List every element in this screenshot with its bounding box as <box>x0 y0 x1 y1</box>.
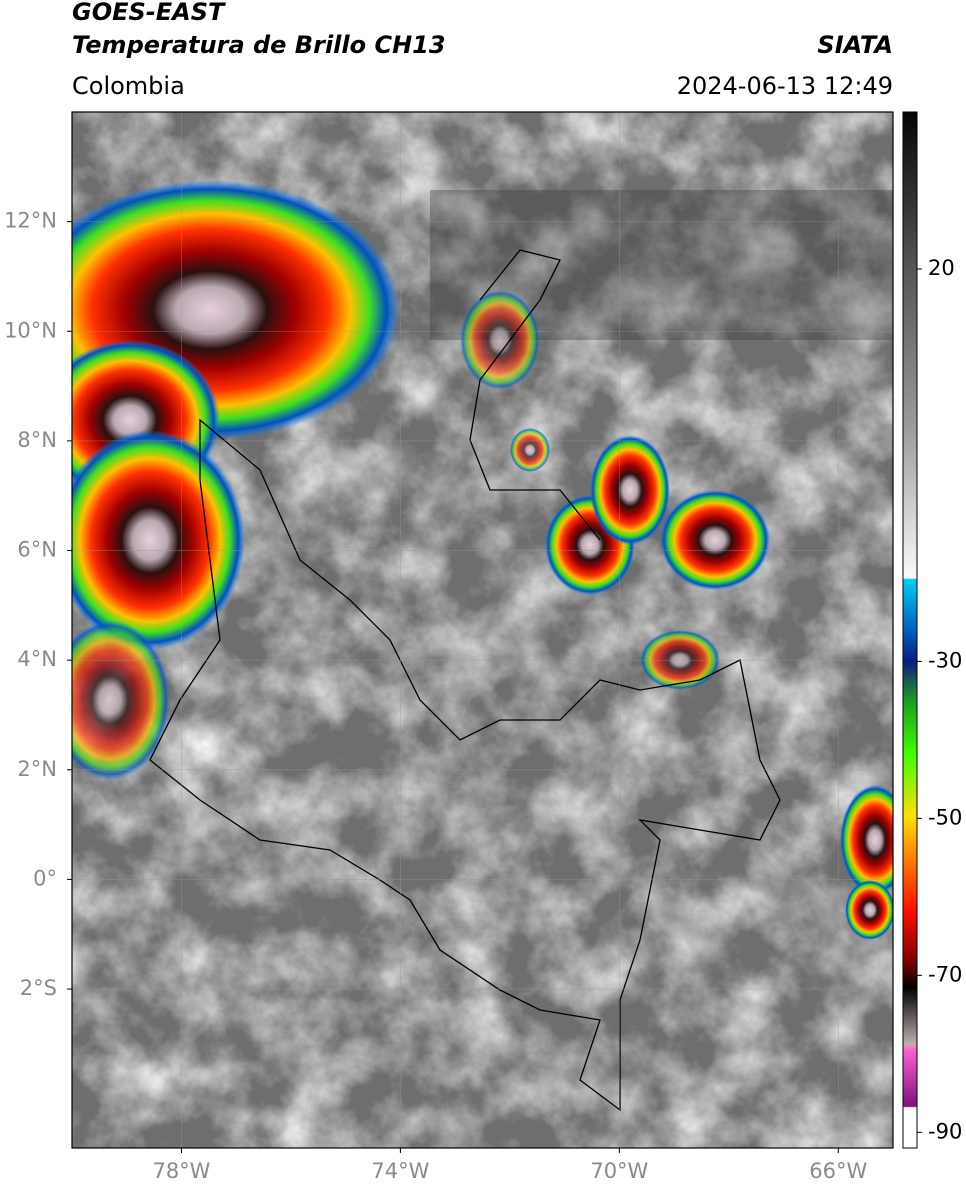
region: Colombia <box>72 72 185 100</box>
lat-tick-label: 10°N <box>4 318 57 342</box>
colorbar-tick-label: -70 <box>928 962 962 986</box>
agency: SIATA <box>817 31 893 59</box>
lon-tick-label: 78°W <box>152 1159 210 1183</box>
colorbar-tick-label: -50 <box>928 805 962 829</box>
product: Temperatura de Brillo CH13 <box>72 31 446 59</box>
satellite: GOES-EAST <box>72 0 226 26</box>
map-frame <box>71 111 894 1149</box>
lat-tick-label: 4°N <box>17 647 57 671</box>
lat-tick-label: 6°N <box>17 538 57 562</box>
lon-tick-label: 70°W <box>590 1159 648 1183</box>
lon-tick-label: 66°W <box>809 1159 867 1183</box>
satellite-image <box>72 112 893 1148</box>
colorbar-tick-label: -90 <box>928 1119 962 1143</box>
graticule <box>72 112 893 1148</box>
timestamp: 2024-06-13 12:49 <box>677 72 893 100</box>
borders <box>149 249 781 1112</box>
lat-tick-label: 2°N <box>17 757 57 781</box>
storm-cells <box>72 180 893 940</box>
lat-tick-label: 0° <box>33 866 57 890</box>
lat-tick-label: 8°N <box>17 428 57 452</box>
lat-tick-label: 12°N <box>4 209 57 233</box>
lon-tick-label: 74°W <box>371 1159 429 1183</box>
colorbar <box>902 111 918 1149</box>
colorbar-tick-label: 20 <box>928 256 955 280</box>
lat-tick-label: 2°S <box>20 976 57 1000</box>
colorbar-tick-label: -30 <box>928 648 962 672</box>
